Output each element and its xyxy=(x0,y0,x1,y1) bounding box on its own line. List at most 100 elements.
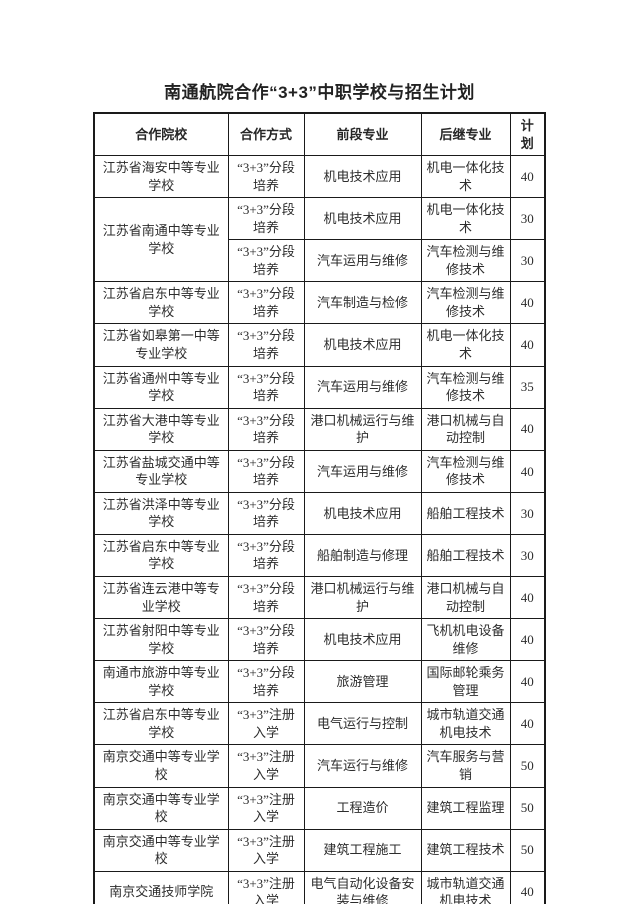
cell-school: 江苏省大港中等专业学校 xyxy=(93,407,229,451)
cell-plan: 40 xyxy=(509,618,546,662)
cell-school: 南京交通技师学院 xyxy=(93,870,229,904)
cell-school: 南京交通中等专业学校 xyxy=(93,744,229,788)
cell-mode: “3+3”分段培养 xyxy=(227,449,305,493)
cell-plan: 30 xyxy=(509,197,546,241)
cell-mode: “3+3”注册入学 xyxy=(227,870,305,904)
header-cell-next-major: 后继专业 xyxy=(420,112,511,157)
cell-school: 江苏省射阳中等专业学校 xyxy=(93,618,229,662)
cell-next-major: 机电一体化技术 xyxy=(420,323,511,367)
table-row: 南京交通中等专业学校 “3+3”注册入学 工程造价 建筑工程监理 50 xyxy=(93,786,546,830)
table-row: 江苏省通州中等专业学校 “3+3”分段培养 汽车运用与维修 汽车检测与维修技术 35 xyxy=(93,365,546,409)
table-row: 江苏省启东中等专业学校 “3+3”注册入学 电气运行与控制 城市轨道交通机电技术 40 xyxy=(93,702,546,746)
table-row: 江苏省盐城交通中等专业学校 “3+3”分段培养 汽车运用与维修 汽车检测与维修技术 40 xyxy=(93,449,546,493)
cell-front-major: 汽车运用与维修 xyxy=(303,239,422,283)
cell-mode: “3+3”分段培养 xyxy=(227,365,305,409)
cell-next-major: 机电一体化技术 xyxy=(420,197,511,241)
cell-plan: 30 xyxy=(509,239,546,283)
cell-front-major: 机电技术应用 xyxy=(303,155,422,199)
cell-school: 江苏省启东中等专业学校 xyxy=(93,281,229,325)
cell-plan: 40 xyxy=(509,155,546,199)
cell-plan: 30 xyxy=(509,533,546,578)
cell-plan: 35 xyxy=(509,365,546,409)
cell-next-major: 建筑工程技术 xyxy=(420,828,511,872)
cell-plan: 40 xyxy=(509,407,546,451)
cell-school: 南京交通中等专业学校 xyxy=(93,786,229,830)
cell-school: 江苏省海安中等专业学校 xyxy=(93,155,229,199)
cell-front-major: 汽车制造与检修 xyxy=(303,281,422,325)
cell-plan: 40 xyxy=(509,702,546,746)
cell-plan: 50 xyxy=(509,828,546,872)
enrollment-table: 合作院校 合作方式 前段专业 后继专业 计划 江苏省海安中等专业学校 “3+3”分段培养机… xyxy=(93,112,546,904)
cell-front-major: 机电技术应用 xyxy=(303,618,422,662)
table-row: 江苏省启东中等专业学校 “3+3”分段培养 船舶制造与修理 船舶工程技术 30 xyxy=(93,533,546,578)
cell-mode: “3+3”分段培养 xyxy=(227,660,305,704)
cell-school: 江苏省连云港中等专业学校 xyxy=(93,576,229,620)
cell-mode: “3+3”分段培养 xyxy=(227,576,305,620)
cell-front-major: 建筑工程施工 xyxy=(303,828,422,872)
cell-plan: 40 xyxy=(509,576,546,620)
cell-mode: “3+3”分段培养 xyxy=(227,533,305,578)
cell-mode: “3+3”注册入学 xyxy=(227,702,305,746)
cell-plan: 40 xyxy=(509,449,546,493)
cell-front-major: 船舶制造与修理 xyxy=(303,533,422,578)
cell-next-major: 国际邮轮乘务管理 xyxy=(420,660,511,704)
cell-plan: 40 xyxy=(509,870,546,904)
cell-plan: 40 xyxy=(509,660,546,704)
table-row: 南京交通中等专业学校 “3+3”注册入学 汽车运行与维修 汽车服务与营销 50 xyxy=(93,744,546,788)
table-row: 南京交通技师学院 “3+3”注册入学 电气自动化设备安装与维修 城市轨道交通机电技术 4… xyxy=(93,870,546,904)
cell-next-major: 建筑工程监理 xyxy=(420,786,511,830)
cell-front-major: 机电技术应用 xyxy=(303,323,422,367)
cell-front-major: 港口机械运行与维护 xyxy=(303,407,422,451)
cell-front-major: 汽车运行与维修 xyxy=(303,744,422,788)
table-body: 江苏省海安中等专业学校 “3+3”分段培养 机电技术应用 机电一体化技术 40 江苏省南通… xyxy=(93,155,546,904)
cell-mode: “3+3”分段培养 xyxy=(227,491,305,535)
cell-mode: “3+3”分段培养 xyxy=(227,407,305,451)
cell-school: 江苏省盐城交通中等专业学校 xyxy=(93,449,229,493)
cell-mode: “3+3”注册入学 xyxy=(227,828,305,872)
table-row: 江苏省海安中等专业学校 “3+3”分段培养 机电技术应用 机电一体化技术 40 xyxy=(93,155,546,199)
table-row: 江苏省连云港中等专业学校 “3+3”分段培养 港口机械运行与维护 港口机械与自动控制 4… xyxy=(93,576,546,620)
cell-next-major: 港口机械与自动控制 xyxy=(420,576,511,620)
cell-next-major: 机电一体化技术 xyxy=(420,155,511,199)
cell-school: 南京交通中等专业学校 xyxy=(93,828,229,872)
table-row: 江苏省南通中等专业学校 “3+3”分段培养 机电技术应用 机电一体化技术 30 xyxy=(93,197,546,283)
cell-next-major: 船舶工程技术 xyxy=(420,533,511,578)
cell-school: 江苏省启东中等专业学校 xyxy=(93,533,229,578)
table-header-row: 合作院校 合作方式 前段专业 后继专业 计划 xyxy=(93,112,546,157)
cell-next-major: 汽车检测与维修技术 xyxy=(420,281,511,325)
page-title: 南通航院合作“3+3”中职学校与招生计划 xyxy=(164,83,475,102)
cell-school: 江苏省洪泽中等专业学校 xyxy=(93,491,229,535)
cell-school: 南通市旅游中等专业学校 xyxy=(93,660,229,704)
cell-plan: 30 xyxy=(509,491,546,535)
cell-mode: “3+3”分段培养 xyxy=(227,618,305,662)
cell-front-major: 汽车运用与维修 xyxy=(303,449,422,493)
cell-mode: “3+3”注册入学 xyxy=(227,744,305,788)
cell-next-major: 汽车服务与营销 xyxy=(420,744,511,788)
table-row: 江苏省射阳中等专业学校 “3+3”分段培养 机电技术应用 飞机机电设备维修 40 xyxy=(93,618,546,662)
cell-front-major: 港口机械运行与维护 xyxy=(303,576,422,620)
cell-mode: “3+3”分段培养 xyxy=(227,197,305,241)
cell-next-major: 汽车检测与维修技术 xyxy=(420,239,511,283)
header-cell-school: 合作院校 xyxy=(93,112,229,157)
cell-front-major: 旅游管理 xyxy=(303,660,422,704)
header-cell-front-major: 前段专业 xyxy=(303,112,422,157)
table-row: 南京交通中等专业学校 “3+3”注册入学 建筑工程施工 建筑工程技术 50 xyxy=(93,828,546,872)
cell-next-major: 船舶工程技术 xyxy=(420,491,511,535)
cell-front-major: 电气自动化设备安装与维修 xyxy=(303,870,422,904)
cell-mode: “3+3”分段培养 xyxy=(227,323,305,367)
cell-front-major: 机电技术应用 xyxy=(303,197,422,241)
cell-mode: “3+3”分段培养 xyxy=(227,155,305,199)
cell-front-major: 电气运行与控制 xyxy=(303,702,422,746)
cell-next-major: 港口机械与自动控制 xyxy=(420,407,511,451)
cell-mode: “3+3”分段培养 xyxy=(227,239,305,283)
cell-front-major: 机电技术应用 xyxy=(303,491,422,535)
cell-school: 江苏省启东中等专业学校 xyxy=(93,702,229,746)
table-row: 江苏省启东中等专业学校 “3+3”分段培养 汽车制造与检修 汽车检测与维修技术 40 xyxy=(93,281,546,325)
cell-school: 江苏省南通中等专业学校 xyxy=(93,197,229,283)
table-row: “3+3”分段培养 汽车运用与维修 汽车检测与维修技术 30 xyxy=(94,239,546,283)
table-row: 南通市旅游中等专业学校 “3+3”分段培养 旅游管理 国际邮轮乘务管理 40 xyxy=(93,660,546,704)
table-row: 江苏省大港中等专业学校 “3+3”分段培养 港口机械运行与维护 港口机械与自动控制 40 xyxy=(93,407,546,451)
cell-plan: 40 xyxy=(509,281,546,325)
cell-next-major: 汽车检测与维修技术 xyxy=(420,449,511,493)
